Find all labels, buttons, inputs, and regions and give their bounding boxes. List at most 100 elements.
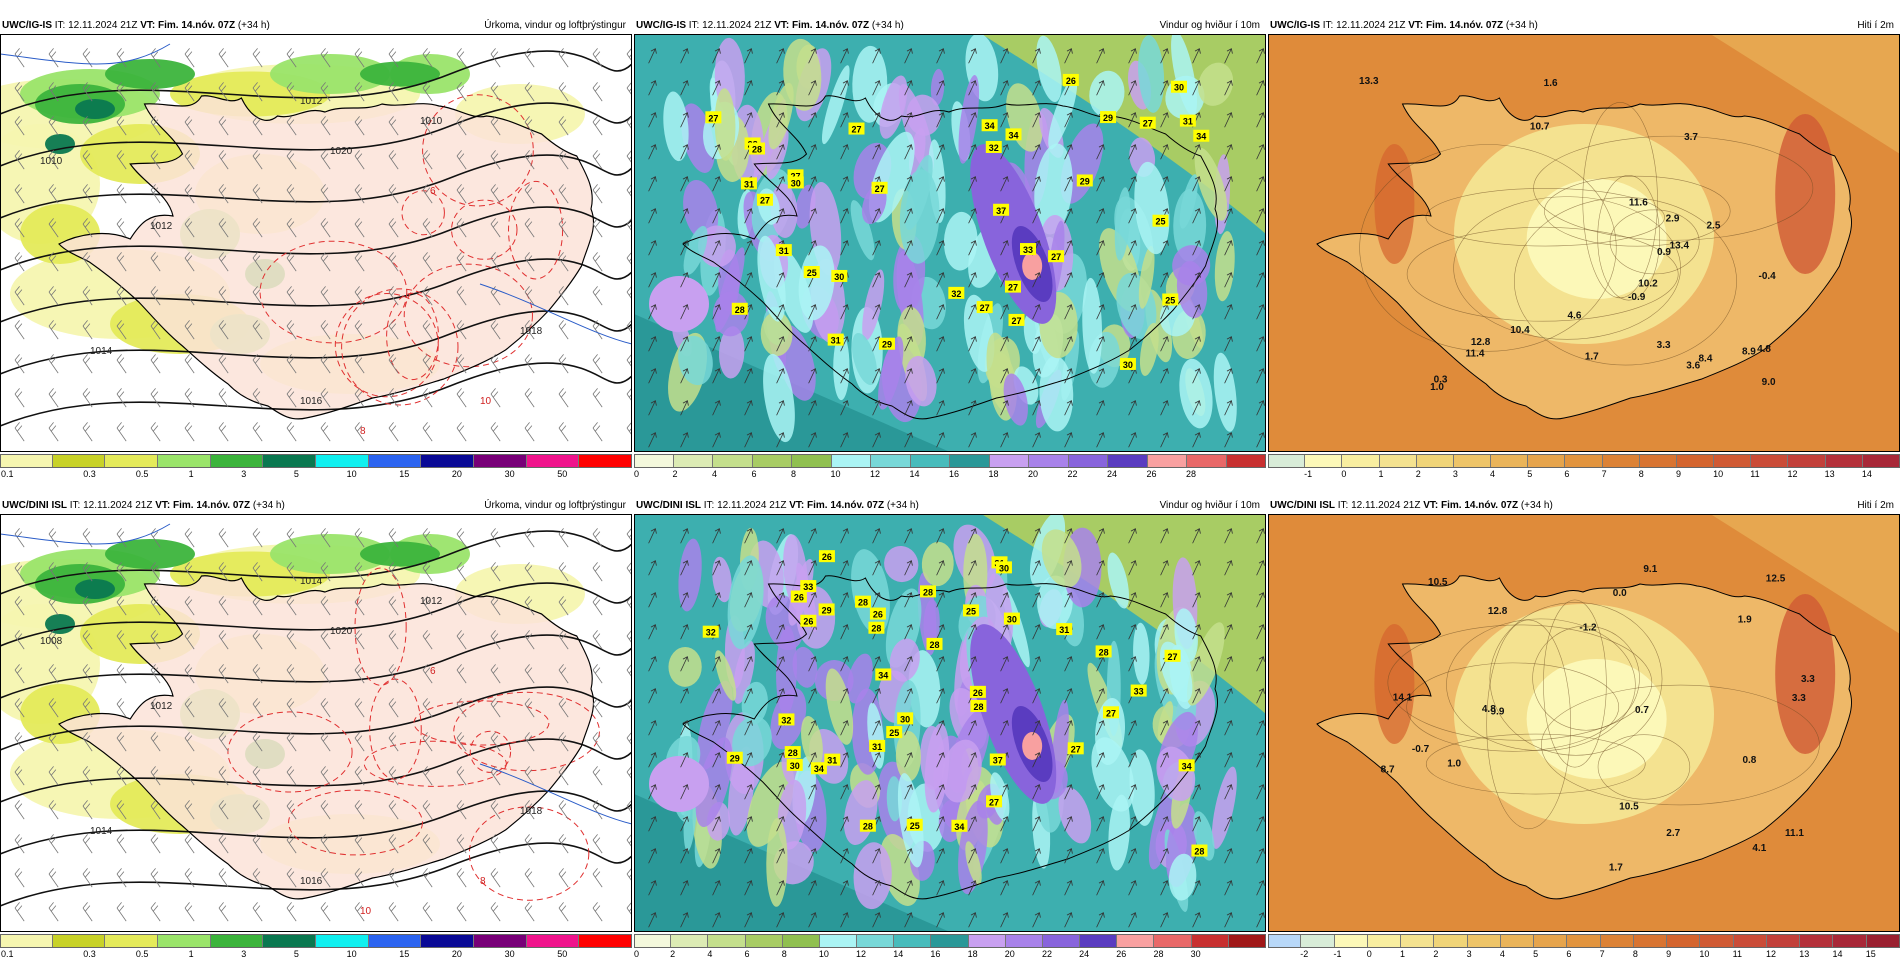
gust-label: 28 [859, 819, 876, 832]
legend-swatch [105, 454, 158, 468]
legend-swatch [1379, 454, 1417, 468]
legend-swatch [1788, 454, 1826, 468]
temperature-label: 9.0 [1762, 377, 1776, 388]
contour-label: 1020 [330, 626, 353, 637]
gust-label: 32 [702, 625, 719, 638]
legend-swatch [989, 454, 1029, 468]
legend-swatch [1491, 454, 1529, 468]
legend-tick: 7 [1601, 469, 1607, 479]
legend-tick: 4 [1499, 949, 1505, 959]
gust-label: 27 [1004, 280, 1021, 293]
legend-swatch [52, 934, 106, 948]
legend-swatch [1453, 454, 1492, 468]
gust-label: 37 [989, 753, 1006, 766]
legend-tick: 20 [451, 949, 462, 959]
legend-swatch [526, 934, 580, 948]
legend-tick: 5 [293, 469, 299, 479]
gust-label: 29 [1076, 174, 1093, 187]
gust-label: 28 [854, 595, 871, 608]
temperature-label: 12.8 [1488, 606, 1508, 617]
legend-tick: 8 [781, 949, 787, 959]
gust-label: 34 [1178, 759, 1195, 772]
gust-label: 26 [800, 614, 817, 627]
legend-tick: 0.1 [1, 949, 14, 959]
legend-tick: 6 [1566, 949, 1572, 959]
temperature-label: 12.5 [1766, 573, 1786, 584]
valid-time: Fim. 14.nóv. 07Z [158, 20, 236, 31]
temperature-label: 4.8 [1482, 704, 1496, 715]
legend-tick: 6 [1564, 469, 1570, 479]
svg-text:27: 27 [1051, 252, 1061, 262]
legend-tick: 20 [1028, 469, 1039, 479]
legend-tick: 14 [893, 949, 904, 959]
gust-label: 30 [786, 758, 803, 771]
legend-tick: -1 [1333, 949, 1342, 959]
gust-label: 33 [1130, 684, 1147, 697]
contour-label: 1018 [520, 326, 543, 337]
panel-title: Vindur og hviður í 10m [1159, 20, 1260, 31]
legend-swatch [673, 454, 713, 468]
gust-label: 30 [1003, 612, 1020, 625]
legend-swatch [52, 454, 106, 468]
legend-tick: 10 [830, 469, 841, 479]
svg-text:28: 28 [1194, 847, 1204, 857]
svg-text:26: 26 [1066, 76, 1076, 86]
svg-text:29: 29 [882, 340, 892, 350]
legend-tick: 50 [557, 469, 568, 479]
legend-tick: 10 [1713, 469, 1724, 479]
legend-tick: 22 [1067, 469, 1078, 479]
legend-swatch [819, 934, 858, 948]
legend-tick: 0 [1341, 469, 1347, 479]
legend-swatch [1833, 934, 1867, 948]
gust-label: 25 [962, 604, 979, 617]
legend-swatch [894, 934, 932, 948]
temperature-label: 1.6 [1544, 78, 1558, 89]
legend-tick: 26 [1146, 469, 1157, 479]
temperature-label: 8.4 [1698, 353, 1712, 364]
legend-swatch [931, 934, 969, 948]
svg-text:31: 31 [827, 756, 837, 766]
svg-text:32: 32 [781, 715, 791, 725]
temperature-label: 1.7 [1609, 862, 1623, 873]
legend-tick: 2 [672, 469, 678, 479]
legend-tick: 22 [1041, 949, 1052, 959]
gust-label: 27 [1139, 116, 1156, 129]
panel-header: UWC/IG-IS IT: 12.11.2024 21Z VT: Fim. 14… [0, 18, 632, 34]
gust-label: 28 [926, 637, 943, 650]
legend-tick: 4 [712, 469, 718, 479]
contour-label: 1012 [150, 221, 173, 232]
svg-text:25: 25 [1155, 217, 1165, 227]
legend-swatch [1191, 934, 1229, 948]
color-legend: 0.1 0.3 0.5 1 3 5 10 15 20 30 50 [0, 934, 632, 962]
svg-text:27: 27 [1008, 283, 1018, 293]
legend-tick: 24 [1079, 949, 1090, 959]
gust-label: 27 [756, 193, 773, 206]
map-temp: 3.3 11.1 8.7 9.1 0.8 2.7 9.9 10.5 1.9 12.8 4.8 4.1 3… [1268, 514, 1900, 932]
legend-tick: 1 [1378, 469, 1384, 479]
temperature-label: 4.8 [1757, 344, 1771, 355]
legend-swatch [1334, 934, 1368, 948]
legend-swatch [1700, 934, 1734, 948]
init-time: IT: 12.11.2024 21Z [69, 500, 153, 511]
legend-tick: 14 [1832, 949, 1843, 959]
legend-tick: 15 [399, 469, 410, 479]
model-name: UWC/IG-IS [1270, 20, 1320, 31]
map-wind: 26 30 26 28 30 29 34 25 28 31 28 28 27 33 32 28 34 30 28 31… [634, 514, 1266, 932]
forecast-panel-temp: UWC/DINI ISL IT: 12.11.2024 21Z VT: Fim.… [1268, 498, 1900, 960]
legend-tick: 13 [1799, 949, 1810, 959]
gust-label: 28 [920, 585, 937, 598]
temperature-label: 8.9 [1742, 346, 1756, 357]
svg-text:33: 33 [1023, 245, 1033, 255]
legend-swatch [968, 934, 1006, 948]
legend-tick: 1 [188, 469, 194, 479]
legend-swatch [1187, 454, 1227, 468]
legend-swatch [263, 934, 316, 948]
svg-text:37: 37 [993, 756, 1003, 766]
legend-swatch [1676, 454, 1715, 468]
gust-label: 28 [1095, 645, 1112, 658]
svg-text:30: 30 [834, 272, 844, 282]
init-time: IT: 12.11.2024 21Z [54, 20, 138, 31]
temperature-label: 10.5 [1619, 802, 1639, 813]
gust-label: 26 [869, 607, 886, 620]
model-name: UWC/DINI ISL [636, 500, 701, 511]
